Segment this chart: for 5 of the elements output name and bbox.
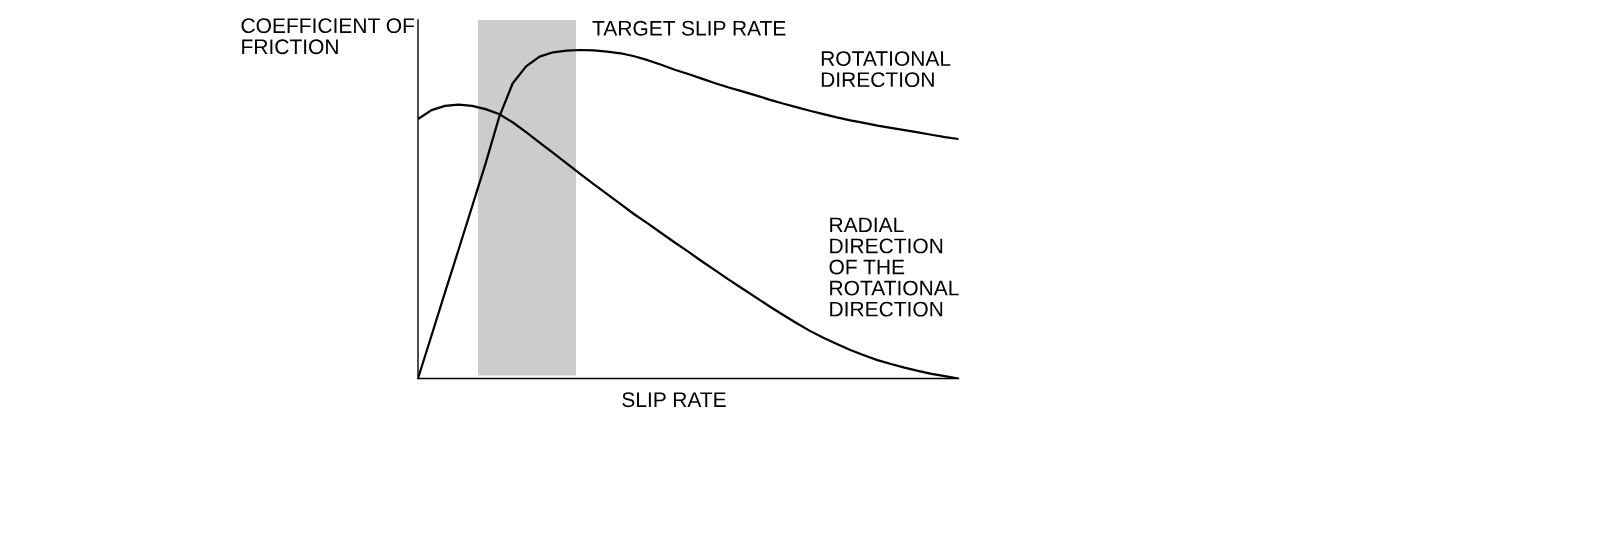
x-axis-title: SLIP RATE (622, 392, 726, 408)
series-label: ROTATIONAL DIRECTION (821, 51, 951, 88)
y-axis-title: COEFFICIENT OF FRICTION (241, 18, 415, 55)
series-label: RADIAL DIRECTION OF THE ROTATIONAL DIRECTION (829, 217, 959, 317)
text: TARGET SLIP RATE (592, 20, 786, 36)
